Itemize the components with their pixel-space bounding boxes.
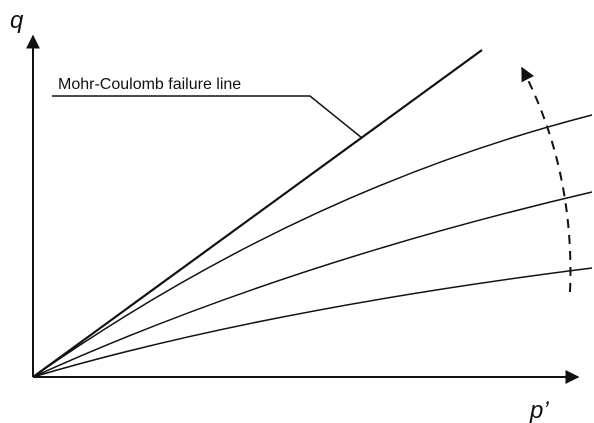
leader-line — [52, 95, 363, 139]
stress-path — [32, 114, 593, 378]
failure-line-label: Mohr-Coulomb failure line — [58, 76, 241, 93]
stress-path — [32, 191, 593, 378]
failure-line — [32, 49, 483, 378]
q-label: q — [10, 7, 24, 34]
stress-path — [32, 267, 593, 378]
dashed-arrow — [521, 66, 572, 293]
p-label: p’ — [529, 397, 549, 423]
